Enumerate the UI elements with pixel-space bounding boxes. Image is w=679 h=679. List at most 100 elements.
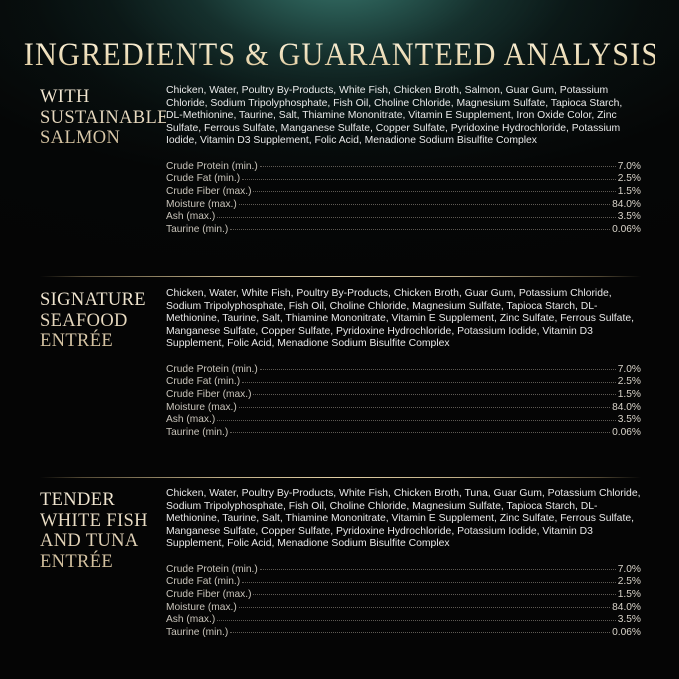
analysis-row: Crude Fiber (max.) 1.5% xyxy=(166,589,641,602)
dot-leader xyxy=(253,191,616,193)
product-name-label: SIGNATURE SEAFOOD ENTRÉE xyxy=(40,288,166,352)
analysis-row: Crude Protein (min.) 7.0% xyxy=(166,161,641,174)
analysis-value: 3.5% xyxy=(617,211,641,223)
analysis-row: Moisture (max.) 84.0% xyxy=(166,602,641,615)
analysis-value: 3.5% xyxy=(617,614,641,626)
analysis-value: 84.0% xyxy=(612,601,641,613)
analysis-label: Ash (max.) xyxy=(166,211,216,223)
analysis-value: 3.5% xyxy=(617,414,641,426)
product-details: Chicken, Water, Poultry By-Products, Whi… xyxy=(166,85,641,236)
dot-leader xyxy=(238,407,611,409)
analysis-value: 1.5% xyxy=(617,588,641,600)
dot-leader xyxy=(217,419,616,421)
analysis-label: Crude Protein (min.) xyxy=(166,563,258,575)
analysis-value: 2.5% xyxy=(617,576,641,588)
analysis-label: Taurine (min.) xyxy=(166,626,229,638)
product-name-line: SALMON xyxy=(40,128,121,148)
analysis-label: Moisture (max.) xyxy=(166,198,237,210)
dot-leader xyxy=(253,394,616,396)
product-section: SIGNATURE SEAFOOD ENTRÉE Chicken, Water,… xyxy=(40,288,641,439)
product-section: TENDER WHITE FISH AND TUNA ENTRÉE Chicke… xyxy=(40,488,641,639)
analysis-row: Crude Fiber (max.) 1.5% xyxy=(166,389,641,402)
dot-leader xyxy=(242,581,616,583)
analysis-row: Taurine (min.) 0.06% xyxy=(166,427,641,440)
product-name-line: ENTRÉE xyxy=(40,331,114,351)
analysis-row: Crude Protein (min.) 7.0% xyxy=(166,564,641,577)
page-title-wrap: INGREDIENTS & GUARANTEED ANALYSIS xyxy=(0,37,679,74)
analysis-value: 0.06% xyxy=(612,626,641,638)
analysis-label: Moisture (max.) xyxy=(166,401,237,413)
section-divider xyxy=(40,276,641,277)
dot-leader xyxy=(242,178,616,180)
analysis-label: Ash (max.) xyxy=(166,414,216,426)
product-name-line: WHITE FISH xyxy=(40,510,148,531)
analysis-value: 0.06% xyxy=(612,426,641,438)
ingredients-text: Chicken, Water, Poultry By-Products, Whi… xyxy=(166,488,641,550)
product-name-line: SUSTAINABLE xyxy=(40,107,169,128)
dot-leader xyxy=(230,432,611,434)
analysis-value: 1.5% xyxy=(617,388,641,400)
page-title: INGREDIENTS & GUARANTEED ANALYSIS xyxy=(23,37,660,73)
dot-leader xyxy=(259,369,616,371)
analysis-row: Ash (max.) 3.5% xyxy=(166,414,641,427)
analysis-label: Moisture (max.) xyxy=(166,601,237,613)
product-details: Chicken, Water, White Fish, Poultry By-P… xyxy=(166,288,641,439)
analysis-label: Crude Fat (min.) xyxy=(166,376,241,388)
analysis-value: 1.5% xyxy=(617,185,641,197)
analysis-value: 84.0% xyxy=(612,401,641,413)
ingredients-text: Chicken, Water, Poultry By-Products, Whi… xyxy=(166,85,623,147)
analysis-value: 0.06% xyxy=(612,223,641,235)
analysis-value: 7.0% xyxy=(617,363,641,375)
analysis-label: Crude Protein (min.) xyxy=(166,363,258,375)
product-name-label: TENDER WHITE FISH AND TUNA ENTRÉE xyxy=(40,488,166,572)
analysis-row: Taurine (min.) 0.06% xyxy=(166,627,641,640)
dot-leader xyxy=(238,204,611,206)
dot-leader xyxy=(259,569,616,571)
product-section: WITH SUSTAINABLE SALMON Chicken, Water, … xyxy=(40,85,641,236)
analysis-label: Crude Fiber (max.) xyxy=(166,185,252,197)
product-name-line: SIGNATURE xyxy=(40,290,146,310)
product-name-line: SEAFOOD xyxy=(40,310,128,331)
analysis-value: 7.0% xyxy=(617,160,641,172)
analysis-row: Crude Fat (min.) 2.5% xyxy=(166,173,641,186)
analysis-label: Crude Fiber (max.) xyxy=(166,388,252,400)
dot-leader xyxy=(230,229,611,231)
analysis-label: Ash (max.) xyxy=(166,614,216,626)
analysis-row: Moisture (max.) 84.0% xyxy=(166,402,641,415)
dot-leader xyxy=(238,607,611,609)
dot-leader xyxy=(259,166,616,168)
product-name-line: ENTRÉE xyxy=(40,551,114,572)
analysis-value: 7.0% xyxy=(617,563,641,575)
dot-leader xyxy=(253,594,616,596)
guaranteed-analysis-table: Crude Protein (min.) 7.0% Crude Fat (min… xyxy=(166,161,641,237)
analysis-label: Taurine (min.) xyxy=(166,223,229,235)
analysis-label: Crude Fat (min.) xyxy=(166,173,241,185)
analysis-row: Crude Fiber (max.) 1.5% xyxy=(166,186,641,199)
analysis-label: Crude Fat (min.) xyxy=(166,576,241,588)
product-name-label: WITH SUSTAINABLE SALMON xyxy=(40,85,166,149)
dot-leader xyxy=(242,381,616,383)
analysis-row: Taurine (min.) 0.06% xyxy=(166,224,641,237)
analysis-row: Crude Fat (min.) 2.5% xyxy=(166,576,641,589)
analysis-value: 84.0% xyxy=(612,198,641,210)
dot-leader xyxy=(230,632,611,634)
product-name-line: WITH xyxy=(40,87,90,107)
dot-leader xyxy=(217,216,616,218)
analysis-row: Crude Fat (min.) 2.5% xyxy=(166,376,641,389)
dot-leader xyxy=(217,619,616,621)
guaranteed-analysis-table: Crude Protein (min.) 7.0% Crude Fat (min… xyxy=(166,364,641,440)
product-name-line: TENDER xyxy=(40,490,116,510)
analysis-label: Crude Protein (min.) xyxy=(166,160,258,172)
product-details: Chicken, Water, Poultry By-Products, Whi… xyxy=(166,488,641,639)
analysis-row: Moisture (max.) 84.0% xyxy=(166,199,641,212)
analysis-row: Crude Protein (min.) 7.0% xyxy=(166,364,641,377)
guaranteed-analysis-table: Crude Protein (min.) 7.0% Crude Fat (min… xyxy=(166,564,641,640)
analysis-value: 2.5% xyxy=(617,173,641,185)
section-divider xyxy=(40,477,641,478)
analysis-row: Ash (max.) 3.5% xyxy=(166,211,641,224)
analysis-row: Ash (max.) 3.5% xyxy=(166,614,641,627)
ingredients-text: Chicken, Water, White Fish, Poultry By-P… xyxy=(166,288,634,350)
analysis-label: Crude Fiber (max.) xyxy=(166,588,252,600)
product-name-line: AND TUNA xyxy=(40,531,139,551)
